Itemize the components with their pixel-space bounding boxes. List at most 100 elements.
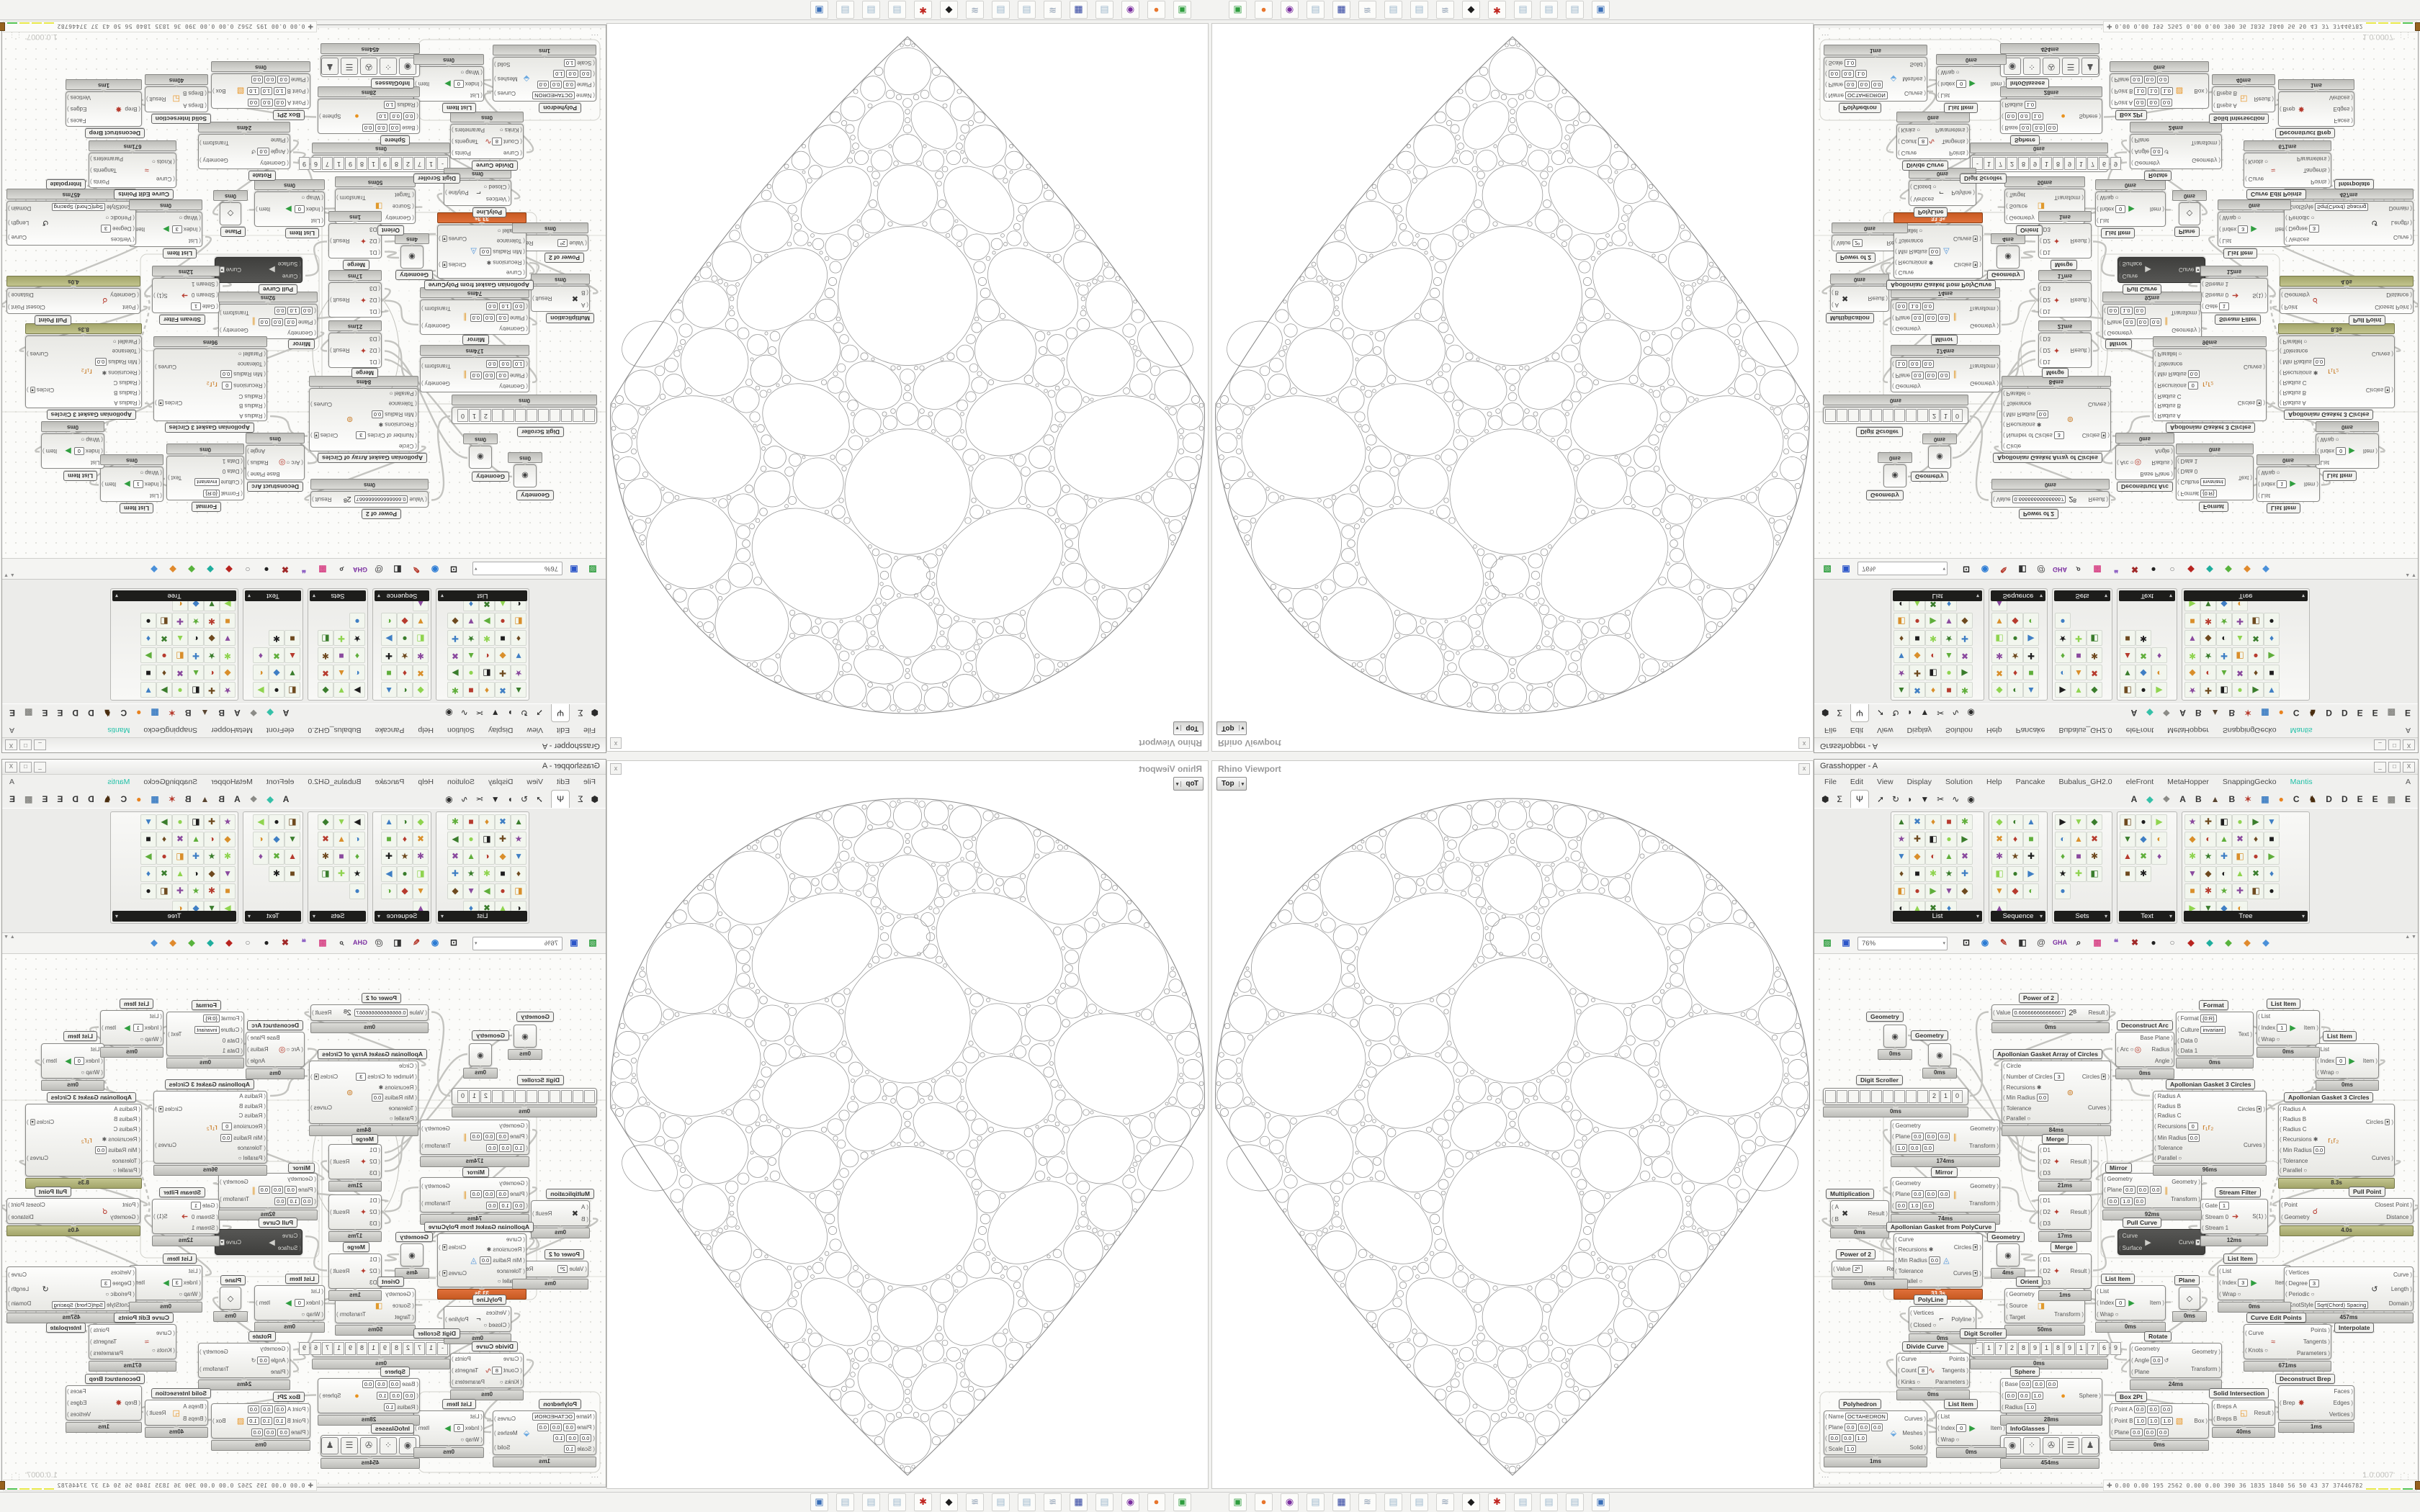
output-sphere[interactable]: Sphere (318, 1392, 341, 1399)
value-box[interactable]: 0.0 (257, 148, 269, 156)
output-text[interactable]: Text (2238, 475, 2253, 482)
maximize-button[interactable]: □ (2388, 739, 2401, 750)
param-d3[interactable]: D3 (369, 336, 381, 342)
component-icon[interactable]: ▲ (2023, 682, 2039, 698)
component-icon[interactable]: ✚ (188, 849, 204, 865)
zoom-select[interactable]: 76% ▾ (472, 562, 563, 576)
param-value[interactable]: 0.00.01.0 (552, 1434, 596, 1442)
value-box[interactable]: 0.0 (499, 359, 511, 368)
component-icon[interactable]: ★ (2007, 647, 2023, 663)
chevron-down-icon[interactable]: ▾ (158, 399, 163, 406)
component-icon[interactable]: ■ (140, 665, 156, 680)
value-box[interactable]: 0.0 (1845, 1423, 1857, 1431)
menu-item-mantis[interactable]: Mantis (107, 778, 130, 786)
save-file-icon[interactable]: ▣ (1842, 937, 1850, 948)
gh-node-dbr[interactable]: Brep✸FacesEdgesVertices (2278, 91, 2354, 127)
component-label-itp[interactable]: Interpolate (45, 179, 86, 189)
component-icon[interactable]: ■ (333, 647, 349, 663)
viewport-close-button[interactable]: x (610, 737, 622, 749)
component-label-pll[interactable]: PolyLine (1914, 1295, 1948, 1305)
output-distance[interactable]: Distance (2385, 292, 2413, 298)
output-circles[interactable]: Circles ▾ (1953, 1243, 1982, 1251)
chevron-down-icon[interactable]: ▾ (158, 1106, 163, 1113)
tab-E1[interactable]: E (2357, 794, 2363, 804)
tab-dot-orange[interactable]: ● (136, 708, 142, 718)
component-label-li3[interactable]: List Item (163, 248, 197, 258)
notepad-icon[interactable]: ▤ (992, 1493, 1010, 1511)
tab-dot-orange[interactable]: ● (2278, 708, 2284, 718)
component-label-dvd[interactable]: Divide Curve (1902, 161, 1948, 171)
digit-cell[interactable]: 9 (345, 1342, 356, 1355)
component-icon[interactable]: ★ (204, 849, 220, 865)
ribbon-panel-label[interactable]: Tree ▾ (112, 590, 236, 601)
ribbon-panel-label[interactable]: Text ▾ (245, 911, 301, 922)
digit-cell[interactable]: 0 (457, 409, 468, 422)
param-geometry[interactable]: Geometry (2130, 1346, 2161, 1352)
tab-E3[interactable]: E (9, 794, 16, 804)
output-transform[interactable]: Transform (421, 1200, 452, 1207)
param-toggle-icon[interactable]: ○ (2276, 469, 2280, 476)
notepad-icon[interactable]: ▤ (862, 1, 880, 19)
gh-canvas[interactable]: Geometry ◉ 0ms Geometry ◉ 0ms Digit Scroller 2 1… (2, 28, 606, 558)
firefox-icon[interactable]: ● (1147, 1, 1165, 19)
param-stream-1[interactable]: Stream 1 (191, 1225, 219, 1231)
script-icon[interactable]: ≋ (1436, 1, 1454, 19)
output-circles[interactable]: Circles ▾ (310, 1074, 339, 1080)
menu-item-view[interactable]: View (526, 778, 543, 786)
gem-teal-icon[interactable]: ◆ (207, 564, 214, 575)
component-icon[interactable]: ✚ (172, 613, 188, 629)
output-transform[interactable]: Transform (199, 140, 230, 146)
param-periodic[interactable]: Periodic○ (105, 1291, 135, 1297)
tab-A2[interactable]: A (2179, 794, 2186, 804)
param-curve[interactable]: Curve (156, 1330, 176, 1336)
value-box[interactable]: 0.0 (1924, 314, 1937, 323)
component-icon[interactable]: ◧ (511, 883, 526, 899)
value-box[interactable]: 0.0 (403, 112, 416, 121)
digit-cell[interactable]: 6 (310, 1342, 321, 1355)
value-box[interactable]: 0.0 (2143, 1428, 2156, 1436)
component-icon[interactable]: ♦ (2264, 630, 2280, 646)
component-icon[interactable]: ✚ (2071, 866, 2087, 882)
gem-orange-icon[interactable]: ◆ (169, 937, 176, 948)
component-label-fmt[interactable]: Format (2199, 1000, 2228, 1010)
menu-item-file[interactable]: File (583, 778, 596, 786)
menu-item-help[interactable]: Help (1986, 726, 2002, 734)
component-icon[interactable]: ▲ (1894, 814, 1909, 830)
component-icon[interactable]: ● (140, 883, 156, 899)
component-label-a31[interactable]: Apollonian Gasket 3 Circles (164, 1079, 254, 1089)
param-d3[interactable]: D3 (369, 1170, 381, 1176)
component-icon[interactable]: ✚ (447, 866, 463, 882)
gh-node-phd[interactable]: NameOCTAHEDRONPlane0.00.00.00.00.01.0Sca… (1824, 57, 1927, 102)
component-icon[interactable]: ✱ (204, 883, 220, 899)
component-icon[interactable]: ★ (2055, 630, 2071, 646)
sketch-pen-icon[interactable]: ✎ (412, 564, 421, 575)
component-label-geo3[interactable]: Geometry (395, 270, 433, 280)
param-arc[interactable]: Arc○ (285, 459, 304, 466)
output-solid[interactable]: Solid (493, 62, 511, 68)
value-box[interactable]: 0.0 (2313, 1146, 2326, 1154)
component-label-p2a[interactable]: Power of 2 (2019, 993, 2058, 1003)
info-tile-icon[interactable]: ☰ (341, 58, 358, 75)
component-icon[interactable]: ✱ (447, 682, 463, 698)
component-icon[interactable]: ✚ (2232, 883, 2248, 899)
digit-cell[interactable]: 9 (380, 1342, 390, 1355)
component-icon[interactable]: ★ (188, 613, 204, 629)
chevron-down-icon[interactable]: ▾ (2104, 913, 2107, 919)
component-icon[interactable]: ▶ (2023, 866, 2039, 882)
gh-node-m92[interactable]: GeometryPlane0.00.00.00.01.00.0∥Geometry… (218, 304, 318, 339)
param-target[interactable]: Target (2005, 192, 2026, 198)
component-icon[interactable]: ▲ (1941, 849, 1957, 865)
viewport-close-button[interactable]: x (1798, 737, 1810, 749)
param-curve[interactable]: Curve (506, 1236, 526, 1243)
param-radius-c[interactable]: Radius C (238, 393, 266, 400)
param-stream-0[interactable]: Stream 0 (191, 292, 219, 298)
param-toggle-icon[interactable]: ○ (1955, 1436, 1960, 1443)
chevron-down-icon[interactable]: ▾ (248, 913, 251, 919)
tab-A1[interactable]: A (282, 708, 290, 718)
tab-E1[interactable]: E (57, 794, 63, 804)
value-box[interactable]: 2ª (1852, 239, 1863, 247)
